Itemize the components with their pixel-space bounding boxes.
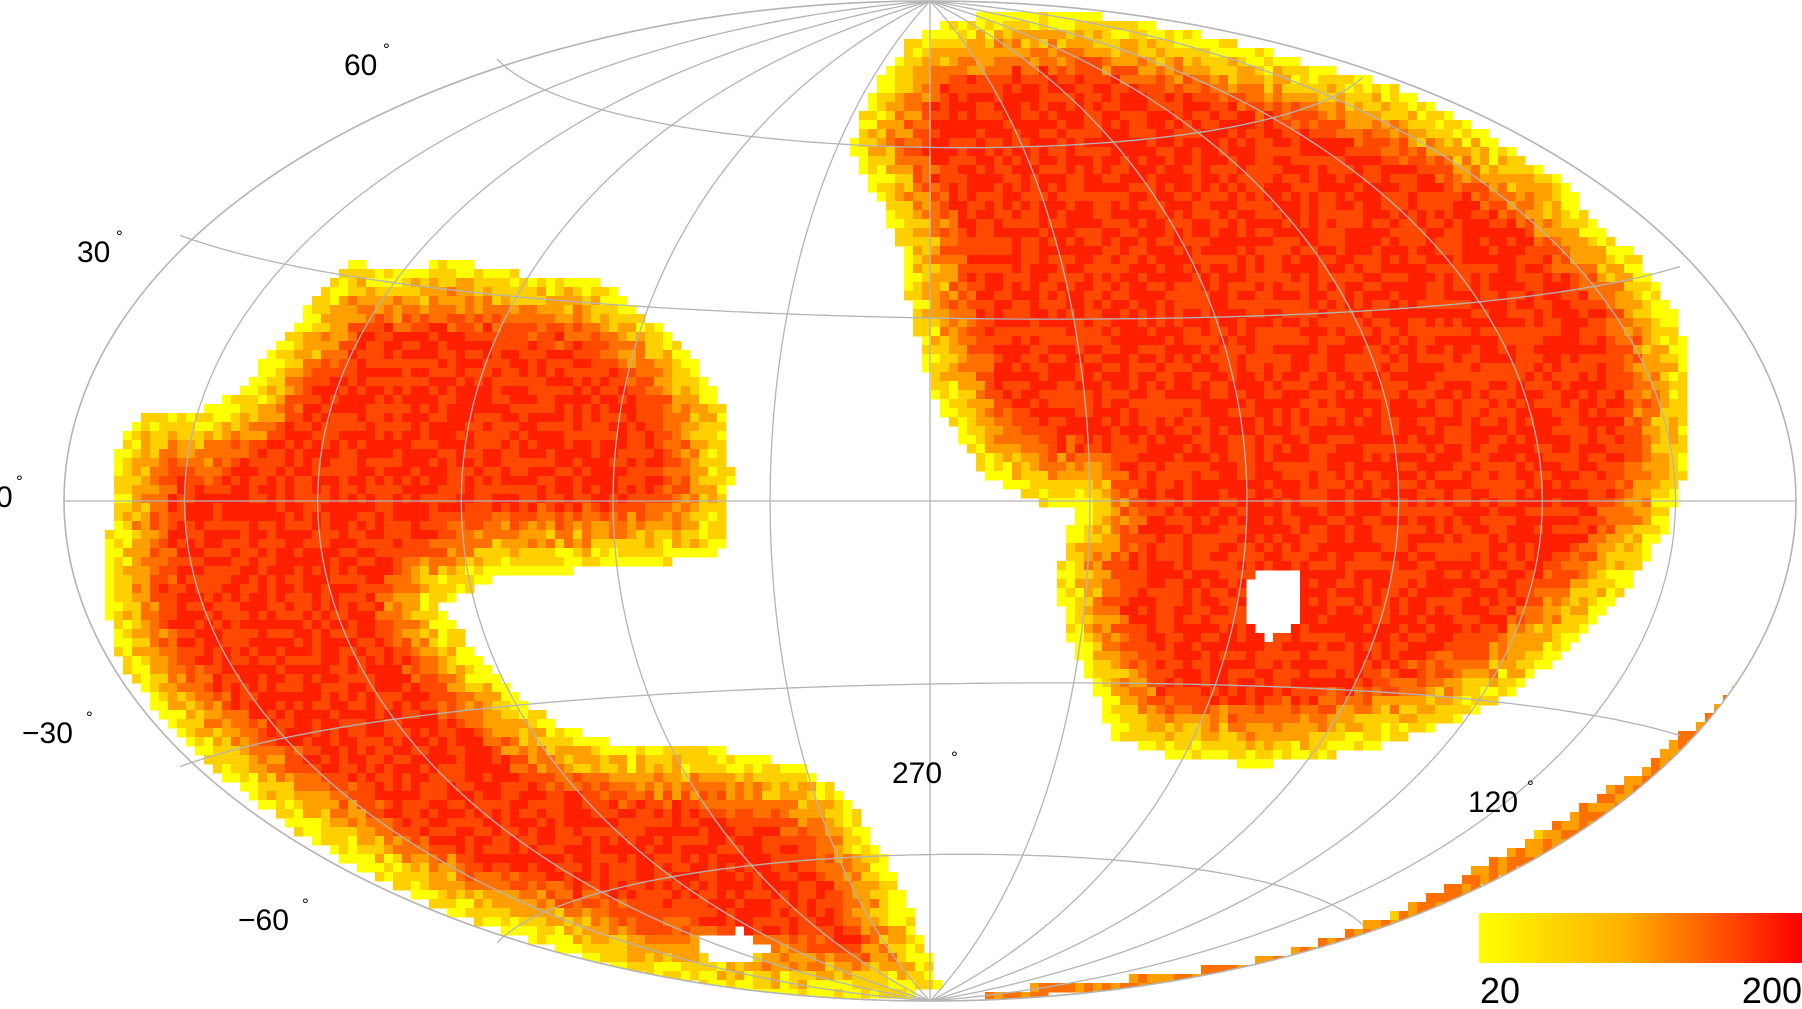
- lat-label-minus30: −30 °: [22, 708, 93, 750]
- lon-label-120: 120 °: [1468, 777, 1534, 819]
- lat-label-minus60-value: −60: [238, 904, 289, 937]
- degree-symbol: °: [16, 472, 23, 491]
- southern-survey-region: [105, 260, 943, 999]
- northern-survey-region: [850, 12, 1688, 769]
- lon-label-270: 270 °: [892, 748, 958, 790]
- lat-label-60-value: 60: [344, 49, 377, 82]
- degree-symbol: °: [1527, 777, 1534, 796]
- lon-label-270-value: 270: [892, 757, 942, 790]
- lat-label-30-value: 30: [77, 236, 110, 269]
- colorbar: 20 200: [1479, 913, 1802, 1009]
- degree-symbol: °: [86, 708, 93, 727]
- colorbar-min-label: 20: [1480, 970, 1520, 1009]
- parallel-line: [179, 682, 1681, 768]
- colorbar-bar: [1479, 913, 1802, 963]
- lat-label-0: 0 °: [0, 472, 23, 514]
- degree-symbol: °: [116, 227, 123, 246]
- lat-label-0-value: 0: [0, 481, 13, 514]
- parallel-line: [179, 234, 1681, 320]
- graticule: [63, 0, 1797, 1002]
- degree-symbol: °: [383, 40, 390, 59]
- parallel-line: [496, 58, 1364, 149]
- degree-symbol: °: [951, 748, 958, 767]
- lon-label-120-value: 120: [1468, 786, 1518, 819]
- lat-label-60: 60 °: [344, 40, 390, 82]
- parallel-line: [496, 853, 1364, 944]
- degree-symbol: °: [302, 895, 309, 914]
- survey-regions: [105, 12, 1751, 1001]
- colorbar-max-label: 200: [1742, 970, 1802, 1009]
- lat-label-30: 30 °: [77, 227, 123, 269]
- lat-label-minus30-value: −30: [22, 717, 73, 750]
- map-boundary-ellipse: [63, 0, 1797, 1002]
- lat-label-minus60: −60 °: [238, 895, 309, 937]
